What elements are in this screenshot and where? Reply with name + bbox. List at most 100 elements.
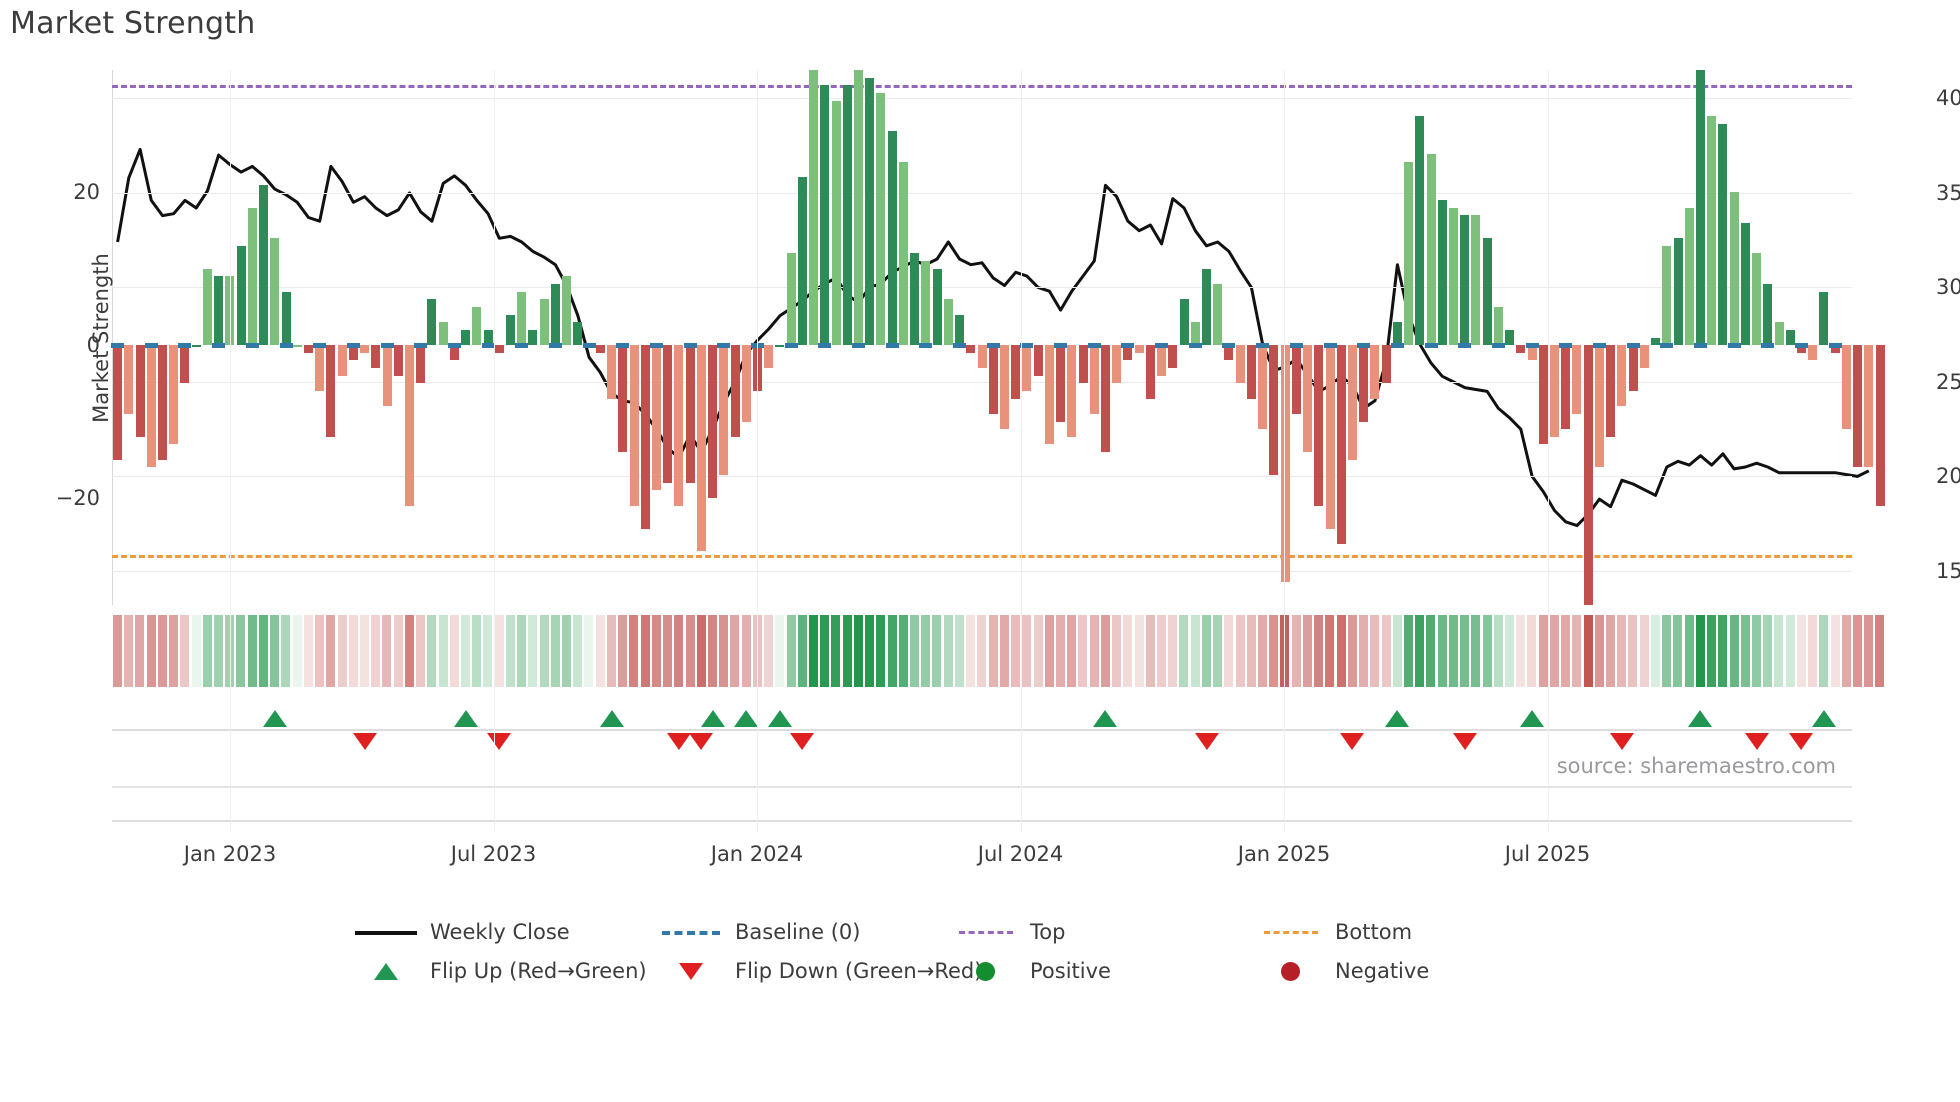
heatmap-cell xyxy=(595,615,605,687)
strength-bar xyxy=(1359,345,1369,422)
legend-item[interactable]: Positive xyxy=(955,959,1111,983)
heatmap-cell xyxy=(315,615,325,687)
strength-bar xyxy=(1673,238,1683,346)
strength-bar xyxy=(180,345,190,384)
chart-legend: Weekly Close Baseline (0) Top Bottom Flip U… xyxy=(355,920,1655,998)
baseline-segment xyxy=(1289,342,1303,348)
heatmap-cell xyxy=(135,615,145,687)
strength-bar xyxy=(1291,345,1301,414)
baseline-segment xyxy=(1727,342,1741,348)
strength-bar xyxy=(1527,345,1537,361)
baseline-segment xyxy=(1794,342,1808,348)
heatmap-cell xyxy=(1011,615,1021,687)
strength-bar xyxy=(1606,345,1616,437)
legend-item[interactable]: Bottom xyxy=(1260,920,1412,944)
strength-bar xyxy=(1740,222,1750,346)
strength-bar xyxy=(270,238,280,346)
x-axis-tick-label: Jul 2025 xyxy=(1504,842,1591,866)
strength-bar xyxy=(1134,345,1144,353)
legend-row-1: Weekly Close Baseline (0) Top Bottom xyxy=(355,920,1655,959)
legend-row-2: Flip Up (Red→Green) Flip Down (Green→Red)… xyxy=(355,959,1655,998)
heatmap-cell xyxy=(449,615,459,687)
heatmap-cell xyxy=(528,615,538,687)
heatmap-cell xyxy=(1549,615,1559,687)
heatmap-cell xyxy=(124,615,134,687)
legend-item[interactable]: Flip Down (Green→Red) xyxy=(660,959,982,983)
baseline-segment xyxy=(784,342,798,348)
flip-up-marker xyxy=(1688,710,1713,727)
heatmap-cell xyxy=(865,615,875,687)
baseline-segment xyxy=(1390,342,1404,348)
baseline-segment xyxy=(885,342,899,348)
heatmap-cell xyxy=(1538,615,1548,687)
negative-dot-icon xyxy=(1260,961,1322,981)
strength-bar xyxy=(1437,199,1447,346)
strength-bar xyxy=(618,345,628,453)
heatmap-cell xyxy=(337,615,347,687)
baseline-segment xyxy=(1054,342,1068,348)
strength-bar xyxy=(1594,345,1604,468)
strength-bar xyxy=(135,345,145,437)
heatmap-cell xyxy=(359,615,369,687)
heatmap-cell xyxy=(1594,615,1604,687)
left-axis-tick: −20 xyxy=(55,486,100,510)
heatmap-cell xyxy=(371,615,381,687)
heatmap-cell xyxy=(1112,615,1122,687)
heatmap-cell xyxy=(404,615,414,687)
x-axis-tick-label: Jan 2025 xyxy=(1237,842,1331,866)
strength-bar xyxy=(1482,238,1492,346)
heatmap-cell xyxy=(1471,615,1481,687)
strength-bar xyxy=(932,268,942,346)
heatmap-cell xyxy=(1639,615,1649,687)
heatmap-cell xyxy=(1302,615,1312,687)
strength-bar xyxy=(595,345,605,353)
heatmap-cell xyxy=(1168,615,1178,687)
legend-item-label: Top xyxy=(1030,920,1066,944)
right-axis-tick: 40.00 xyxy=(1936,86,1960,111)
heatmap-cell xyxy=(618,615,628,687)
main-plot-area: Market Strength Weekly Close Price 200−2… xyxy=(56,70,1960,605)
weekly-close-swatch xyxy=(355,922,417,942)
legend-item-label: Baseline (0) xyxy=(735,920,861,944)
strength-bar xyxy=(1325,345,1335,529)
strength-bar xyxy=(393,345,403,376)
baseline-segment xyxy=(1761,342,1775,348)
baseline-segment xyxy=(1188,342,1202,348)
strength-bar xyxy=(1392,322,1402,346)
x-axis-tick-label: Jan 2023 xyxy=(183,842,277,866)
strength-bar xyxy=(528,329,538,346)
legend-item[interactable]: Negative xyxy=(1260,959,1429,983)
right-axis-tick: 25.00 xyxy=(1936,369,1960,394)
heatmap-cell xyxy=(1190,615,1200,687)
baseline-segment xyxy=(414,342,428,348)
heatmap-cell xyxy=(1246,615,1256,687)
heatmap-cell xyxy=(427,615,437,687)
heatmap-cell xyxy=(494,615,504,687)
flip-down-marker xyxy=(790,733,815,750)
heatmap-cell xyxy=(1213,615,1223,687)
heatmap-cell xyxy=(910,615,920,687)
legend-item-label: Flip Down (Green→Red) xyxy=(735,959,983,983)
baseline-segment xyxy=(1323,342,1337,348)
heatmap-cell xyxy=(921,615,931,687)
heatmap-cell xyxy=(797,615,807,687)
gridline xyxy=(112,287,1852,289)
strength-bar xyxy=(1415,115,1425,346)
legend-item[interactable]: Baseline (0) xyxy=(660,920,860,944)
heatmap-cell xyxy=(707,615,717,687)
strength-bar xyxy=(360,345,370,353)
source-rule xyxy=(112,786,1852,788)
legend-item[interactable]: Weekly Close xyxy=(355,920,570,944)
baseline-segment xyxy=(1491,342,1505,348)
bottom-reference-line xyxy=(112,555,1852,559)
strength-bar xyxy=(371,345,381,369)
flip-up-marker xyxy=(734,710,759,727)
flip-down-icon xyxy=(660,961,722,981)
legend-item[interactable]: Top xyxy=(955,920,1065,944)
legend-item[interactable]: Flip Up (Red→Green) xyxy=(355,959,647,983)
heatmap-cell xyxy=(1201,615,1211,687)
heatmap-cell xyxy=(1830,615,1840,687)
heatmap-cell xyxy=(831,615,841,687)
heatmap-cell xyxy=(1392,615,1402,687)
strength-bar xyxy=(1785,329,1795,346)
